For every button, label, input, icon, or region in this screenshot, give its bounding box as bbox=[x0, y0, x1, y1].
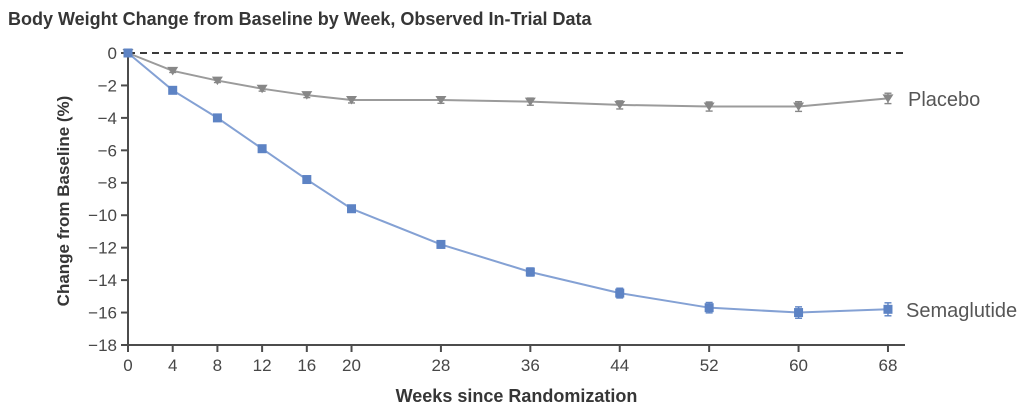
placebo-marker bbox=[346, 96, 358, 105]
x-tick-label: 16 bbox=[297, 356, 316, 375]
y-tick-label: −14 bbox=[88, 271, 117, 290]
y-tick-label: −4 bbox=[98, 109, 117, 128]
placebo-marker bbox=[301, 91, 313, 100]
semaglutide-marker bbox=[257, 144, 267, 154]
placebo-marker bbox=[167, 66, 179, 76]
x-axis-title: Weeks since Randomization bbox=[395, 386, 638, 406]
x-tick-label: 68 bbox=[879, 356, 898, 375]
semaglutide-marker bbox=[615, 288, 625, 298]
placebo-marker bbox=[435, 96, 447, 105]
semaglutide-line bbox=[127, 52, 889, 314]
x-tick-label: 60 bbox=[789, 356, 808, 375]
x-tick-label: 8 bbox=[213, 356, 222, 375]
placebo-marker bbox=[703, 102, 715, 112]
semaglutide-marker bbox=[168, 85, 178, 95]
y-tick-label: −18 bbox=[88, 336, 117, 355]
placebo-marker bbox=[793, 102, 805, 112]
x-tick-label: 44 bbox=[610, 356, 629, 375]
x-tick-label: 12 bbox=[253, 356, 272, 375]
semaglutide-marker bbox=[123, 48, 133, 58]
plot-area: 0 −2 −4 −6 −8 −10 −12 −14 −16 −18 0 4 8 12 16 20 28 36 44 5… bbox=[88, 44, 905, 375]
semaglutide-marker bbox=[212, 113, 222, 123]
semaglutide-marker bbox=[525, 267, 535, 277]
semaglutide-marker bbox=[883, 304, 893, 314]
semaglutide-marker bbox=[302, 175, 312, 185]
x-tick-label: 20 bbox=[342, 356, 361, 375]
legend-semaglutide-label: Semaglutide bbox=[906, 300, 1017, 322]
semaglutide-marker bbox=[794, 308, 804, 318]
semaglutide-marker bbox=[704, 303, 714, 313]
legend-placebo-label: Placebo bbox=[908, 89, 980, 111]
placebo-marker bbox=[614, 100, 626, 110]
x-tick-label: 52 bbox=[700, 356, 719, 375]
placebo-marker bbox=[256, 84, 268, 94]
y-tick-label: −8 bbox=[98, 174, 117, 193]
x-tick-label: 4 bbox=[168, 356, 177, 375]
semaglutide-marker bbox=[436, 239, 446, 249]
y-tick-label: −12 bbox=[88, 239, 117, 258]
y-tick-label: −10 bbox=[88, 206, 117, 225]
y-tick-label: −6 bbox=[98, 141, 117, 160]
y-tick-label: −2 bbox=[98, 76, 117, 95]
y-tick-label: −16 bbox=[88, 304, 117, 323]
semaglutide-marker bbox=[347, 204, 357, 214]
chart-title: Body Weight Change from Baseline by Week… bbox=[8, 9, 592, 29]
placebo-marker bbox=[524, 97, 536, 107]
x-tick-label: 28 bbox=[431, 356, 450, 375]
x-tick-label: 36 bbox=[521, 356, 540, 375]
y-tick-label: 0 bbox=[108, 44, 117, 63]
placebo-line bbox=[127, 52, 889, 108]
placebo-marker bbox=[211, 76, 223, 86]
x-tick-label: 0 bbox=[123, 356, 132, 375]
placebo-marker bbox=[882, 94, 894, 103]
